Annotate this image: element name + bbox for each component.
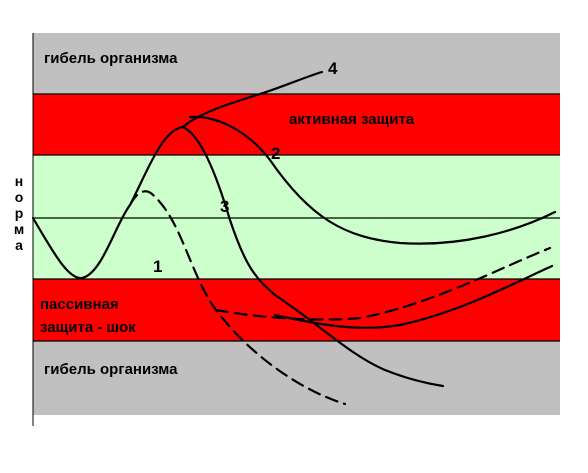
curve-3 <box>181 125 445 388</box>
main-rise-curve <box>128 125 185 207</box>
norm-label-letter: о <box>15 189 24 205</box>
norm-label-letter: м <box>14 221 24 237</box>
label-active-defense: активная защита <box>289 111 415 128</box>
norm-label-letter: а <box>15 237 23 253</box>
curve-2 <box>188 115 557 245</box>
solid-recovery-curve <box>273 264 554 329</box>
zone-norm <box>33 155 560 279</box>
curve-4 <box>181 70 324 129</box>
response-curves <box>31 70 557 406</box>
curve-1 <box>128 190 347 406</box>
curve-3-label: 3 <box>220 197 229 216</box>
curve-4-label: 4 <box>328 59 338 78</box>
norm-label-letter: р <box>15 205 24 221</box>
zone-active-defense <box>33 94 560 155</box>
band-boundaries <box>33 93 560 342</box>
initial-dip-curve <box>31 203 132 280</box>
zone-death-top <box>33 33 560 94</box>
label-death-top: гибель организма <box>44 50 178 67</box>
label-passive-defense-line1: пассивная <box>40 296 119 313</box>
label-passive-defense-line2: защита - шок <box>40 319 136 336</box>
curve-2-label: 2 <box>271 144 280 163</box>
dashed-recovery-curve <box>214 246 552 321</box>
label-death-bottom: гибель организма <box>44 361 178 378</box>
curve-1-label: 1 <box>153 257 162 276</box>
zone-death-bottom <box>33 341 560 415</box>
norm-label-letter: н <box>15 173 23 189</box>
